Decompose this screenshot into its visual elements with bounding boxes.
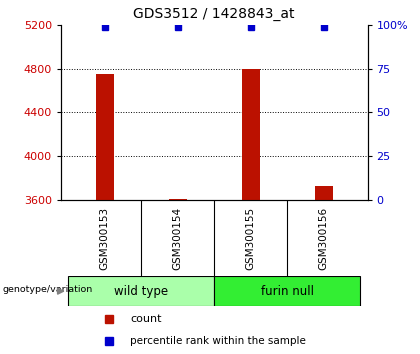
Bar [96,74,114,200]
Text: wild type: wild type [114,285,168,298]
Bar [168,199,187,200]
Bar [68,276,214,306]
Text: GSM300156: GSM300156 [319,206,329,270]
Text: genotype/variation: genotype/variation [3,285,93,294]
Text: GSM300153: GSM300153 [100,206,110,270]
Text: percentile rank within the sample: percentile rank within the sample [130,336,306,346]
Bar [315,186,333,200]
Text: count: count [130,314,162,324]
Text: furin null: furin null [261,285,314,298]
Bar [214,276,360,306]
Bar [241,69,260,200]
Text: GSM300155: GSM300155 [246,206,256,270]
Text: GSM300154: GSM300154 [173,206,183,270]
Title: GDS3512 / 1428843_at: GDS3512 / 1428843_at [134,7,295,21]
